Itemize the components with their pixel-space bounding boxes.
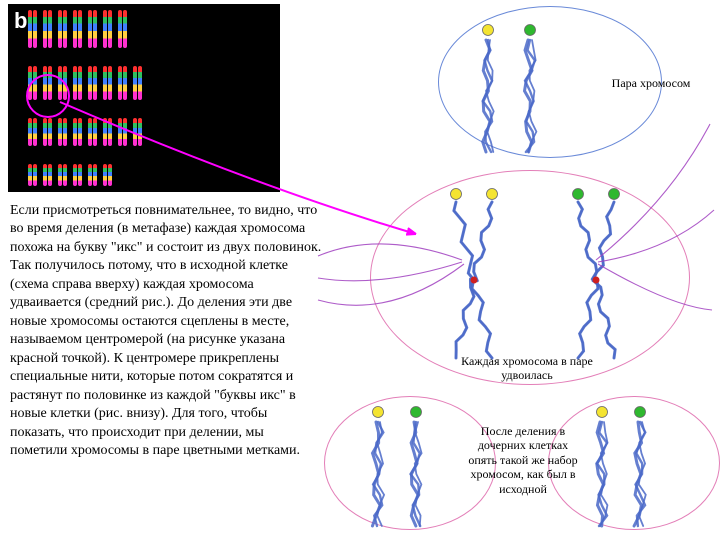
cell-oval-mid: [370, 170, 690, 385]
karyotype-highlight-circle: [26, 74, 70, 118]
caption-bottom: После деления в дочерних клетках опять т…: [468, 424, 578, 496]
karyotype-label: b: [14, 8, 27, 34]
caption-mid: Каждая хромосома в паре удвоилась: [442, 354, 612, 383]
caption-top: Пара хромосом: [596, 76, 706, 90]
karyotype-image: b: [8, 4, 280, 192]
main-paragraph: Если присмотреться повнимательнее, то ви…: [10, 202, 322, 461]
